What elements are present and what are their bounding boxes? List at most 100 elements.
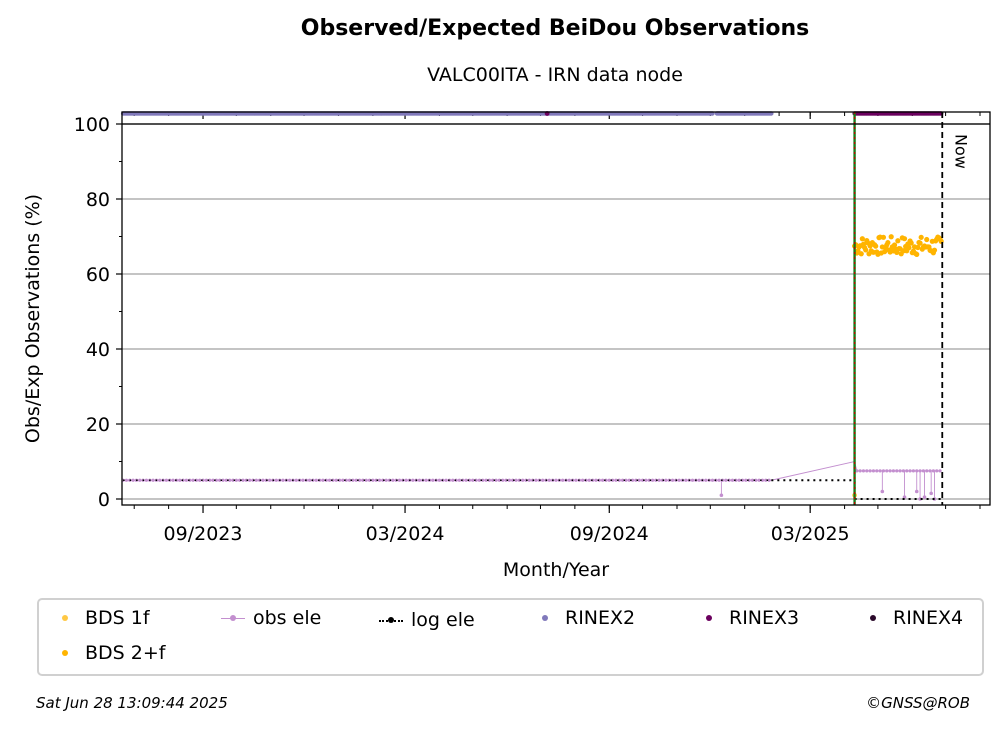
obs-ele-point [184, 478, 188, 482]
obs-ele-point [238, 478, 242, 482]
obs-ele-dip-point [922, 495, 927, 499]
obs-ele-point [331, 478, 335, 482]
obs-ele-point [587, 478, 591, 482]
obs-ele-point [171, 478, 175, 482]
footer-timestamp: Sat Jun 28 13:09:44 2025 [36, 694, 228, 712]
bds2f-point [891, 242, 898, 248]
obs-ele-point [281, 478, 285, 482]
obs-ele-point [251, 478, 255, 482]
legend-label: RINEX4 [893, 607, 964, 629]
obs-ele-point [611, 478, 615, 482]
obs-ele-point [158, 478, 162, 482]
bds2f-point [915, 244, 921, 251]
obs-ele-point [514, 478, 518, 482]
obs-ele-point [484, 478, 488, 482]
y-tick-label: 60 [86, 264, 110, 286]
obs-ele-point [911, 469, 916, 473]
obs-ele-point [487, 478, 492, 482]
obs-ele-point [191, 478, 195, 482]
obs-ele-point [891, 469, 896, 473]
obs-ele-point [334, 478, 338, 482]
obs-ele-point [431, 478, 435, 482]
obs-ele-point [198, 478, 202, 482]
obs-ele-point [354, 478, 358, 482]
obs-ele-point [437, 478, 442, 482]
y-tick-label: 100 [74, 114, 110, 136]
obs-ele-point [194, 478, 198, 482]
obs-ele-point [424, 478, 428, 482]
obs-ele-point [925, 469, 929, 473]
obs-ele-point [387, 478, 392, 482]
obs-ele-point [324, 478, 328, 482]
bds2f-point [880, 234, 887, 240]
obs-ele-point [650, 478, 655, 482]
obs-ele-point [457, 478, 462, 482]
obs-ele-line [123, 460, 942, 481]
bds2f-point [881, 249, 888, 255]
x-tick-label: 09/2023 [164, 523, 243, 545]
obs-ele-point [858, 469, 862, 473]
obs-ele-point [878, 469, 882, 473]
obs-ele-point [601, 478, 605, 482]
obs-ele-point [261, 478, 265, 482]
obs-ele-point [307, 478, 312, 482]
y-tick-label: 0 [98, 489, 110, 511]
obs-ele-point [594, 478, 598, 482]
bds2f-point [873, 243, 879, 249]
x-tick-label: 03/2025 [771, 523, 850, 545]
obs-ele-point [521, 478, 525, 482]
obs-ele-point [221, 478, 225, 482]
obs-ele-point [501, 478, 505, 482]
obs-ele-point [131, 478, 135, 482]
obs-ele-point [581, 478, 585, 482]
obs-ele-point [710, 478, 715, 482]
obs-ele-point [301, 478, 305, 482]
obs-ele-point [201, 478, 205, 482]
legend-item: log ele [379, 609, 475, 631]
obs-ele-point [647, 478, 651, 482]
obs-ele-point [750, 478, 755, 482]
bds2f-point [918, 234, 924, 240]
obs-ele-point [764, 478, 768, 482]
obs-ele-point [417, 478, 422, 482]
now-label: Now [951, 134, 970, 169]
legend-label: BDS 1f [85, 607, 150, 629]
obs-ele-point [855, 469, 859, 473]
obs-ele-point [467, 478, 472, 482]
chart-subtitle: VALC00ITA - IRN data node [427, 64, 683, 86]
obs-ele-point [730, 478, 735, 482]
obs-ele-point [444, 478, 448, 482]
obs-ele-point [885, 469, 889, 473]
legend-swatch [53, 643, 77, 663]
legend-swatch [861, 608, 885, 628]
legend: BDS 1f obs ele log ele RINEX2 RINEX3 RINEX4 BD… [37, 598, 984, 676]
x-tick-label: 09/2024 [570, 523, 649, 545]
obs-ele-point [507, 478, 511, 482]
obs-ele-point [341, 478, 345, 482]
obs-ele-point [364, 478, 368, 482]
obs-ele-point [404, 478, 408, 482]
obs-ele-point [124, 478, 129, 482]
obs-ele-point [567, 478, 571, 482]
obs-ele-point [524, 478, 528, 482]
obs-ele-point [734, 478, 738, 482]
obs-ele-point [740, 478, 745, 482]
obs-ele-point [898, 469, 902, 473]
obs-ele-dip-point [719, 493, 724, 498]
legend-item: RINEX2 [533, 607, 635, 629]
chart-canvas: 0 20 40 60 80 100 09/2023 03/2024 09/2024 03/2025… [22, 111, 991, 581]
obs-ele-point [677, 478, 681, 482]
obs-ele-point [337, 478, 342, 482]
obs-ele-point [724, 478, 728, 482]
obs-ele-point [481, 478, 485, 482]
legend-label: RINEX2 [565, 607, 636, 629]
obs-ele-point [657, 478, 661, 482]
obs-ele-point [624, 478, 628, 482]
obs-ele-point [497, 478, 501, 482]
bds2f-point [917, 240, 923, 246]
plot-frame [121, 111, 991, 506]
obs-ele-point [670, 478, 675, 482]
obs-ele-point [640, 478, 645, 482]
obs-ele-point [767, 478, 771, 482]
bds2f-point [885, 240, 891, 246]
